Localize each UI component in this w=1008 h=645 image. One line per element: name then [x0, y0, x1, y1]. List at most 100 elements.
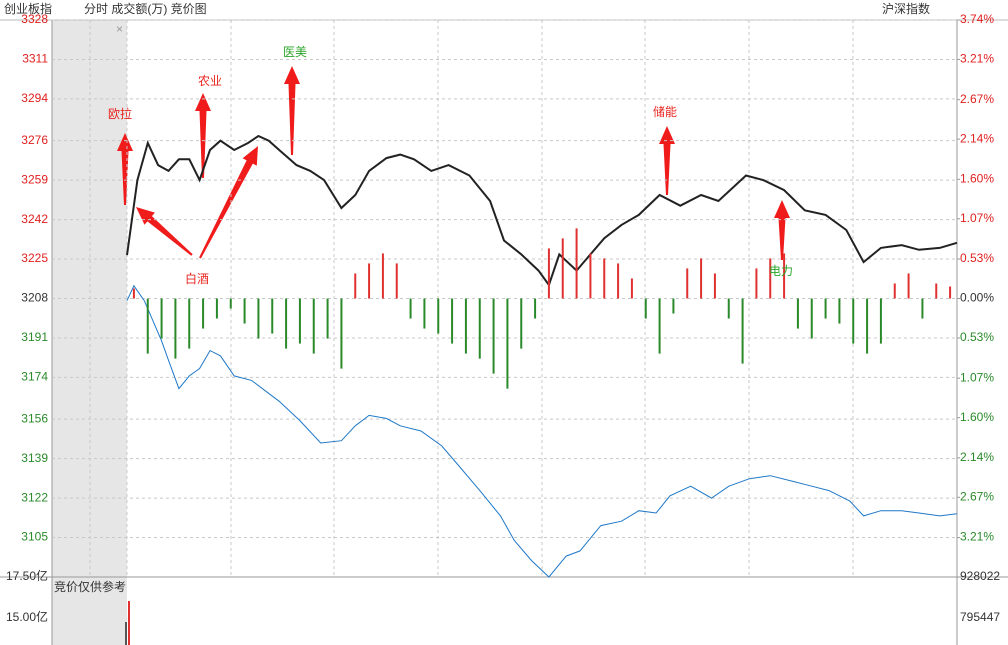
volume-bar — [423, 298, 426, 329]
volume-bar — [298, 298, 301, 344]
price-line — [126, 134, 958, 288]
y-tick-label: 3139 — [21, 451, 48, 465]
volume-bar — [547, 248, 550, 299]
arrows — [117, 66, 790, 260]
volume-bar — [783, 253, 786, 299]
volume-bar — [838, 298, 841, 324]
y2-tick-label: 3.74% — [960, 12, 994, 26]
volume-bar — [464, 298, 467, 354]
volume-bar — [534, 298, 537, 319]
volume-bar — [658, 298, 661, 354]
volume-bar — [589, 253, 592, 299]
y-tick-label: 3242 — [21, 212, 48, 226]
volume-bar — [492, 298, 495, 374]
y-tick-label: 3122 — [21, 490, 48, 504]
y-tick-label: 3105 — [21, 530, 48, 544]
volume-bar — [935, 283, 938, 299]
volume-bar — [907, 273, 910, 299]
volume-bar — [755, 268, 758, 299]
volume-bar — [312, 298, 315, 354]
y2-tick-label: 3.21% — [960, 530, 994, 544]
lower-note: 竞价仅供参考 — [54, 579, 126, 594]
y-tick-label: 3225 — [21, 251, 48, 265]
lower-left-top: 17.50亿 — [6, 568, 48, 583]
y-tick-label: 3156 — [21, 411, 48, 425]
volume-bar — [700, 258, 703, 299]
volume-bar — [644, 298, 647, 319]
y2-tick-label: 0.53% — [960, 251, 994, 265]
y2-tick-label: 2.67% — [960, 489, 994, 503]
y2-tick-label: 1.07% — [960, 211, 994, 225]
y-tick-label: 3328 — [21, 12, 48, 26]
volume-bar — [368, 263, 371, 299]
annotation: 白酒 — [185, 271, 209, 286]
volume-bar — [437, 298, 440, 334]
close-icon[interactable]: × — [116, 22, 123, 36]
volume-bar — [672, 298, 675, 314]
volume-bar — [146, 298, 149, 354]
volume-bar — [561, 238, 564, 299]
volume-bar — [160, 298, 163, 339]
y-tick-label: 3174 — [21, 370, 48, 384]
arrow — [117, 133, 133, 205]
auction-bar — [125, 622, 127, 645]
annotation: 农业 — [198, 74, 222, 88]
volume-bar — [921, 298, 924, 319]
y2-tick-label: 2.14% — [960, 131, 994, 145]
volume-bar — [395, 263, 398, 299]
y2-tick-label: 2.14% — [960, 450, 994, 464]
y2-tick-label: 1.60% — [960, 172, 994, 186]
modes[interactable]: 分时 成交额(万) 竞价图 — [84, 1, 207, 16]
lower-right-top: 928022 — [960, 569, 1000, 583]
y-tick-label: 3191 — [21, 330, 48, 344]
y2-tick-label: 0.53% — [960, 330, 994, 344]
volume-bar — [810, 298, 813, 339]
volume-bar — [215, 298, 218, 319]
arrow — [195, 93, 211, 178]
volume-bar — [796, 298, 799, 329]
volume-bar — [340, 298, 343, 369]
volume-bar — [132, 288, 135, 299]
volume-bar — [174, 298, 177, 359]
y-tick-label: 3311 — [22, 52, 48, 66]
y2-tick-label: 2.67% — [960, 92, 994, 106]
arrow — [774, 200, 790, 260]
y-tick-label: 3294 — [21, 91, 48, 105]
price-line — [126, 284, 958, 578]
volume-bar — [879, 298, 882, 344]
y-tick-label: 3259 — [21, 172, 48, 186]
y2-tick-label: 1.07% — [960, 370, 994, 384]
arrow — [199, 146, 258, 259]
annotation: 电力 — [769, 264, 793, 278]
arrow — [659, 126, 675, 195]
lower-left-bottom: 15.00亿 — [6, 609, 48, 624]
title: 创业板指 — [4, 1, 52, 16]
volume-bar — [575, 228, 578, 299]
volume-bar — [243, 298, 246, 324]
volume-bar — [478, 298, 481, 359]
volume-bar — [630, 278, 633, 299]
volume-bar — [852, 298, 855, 344]
y-tick-label: 3208 — [21, 291, 48, 305]
compare[interactable]: 沪深指数 — [882, 1, 930, 16]
volume-bar — [229, 298, 232, 309]
auction-bar — [128, 601, 130, 645]
volume-bar — [451, 298, 454, 344]
volume-bar — [769, 258, 772, 299]
y2-tick-label: 1.60% — [960, 410, 994, 424]
arrow — [136, 207, 193, 256]
y2-tick-label: 3.21% — [960, 52, 994, 66]
annotation: 欧拉 — [108, 106, 132, 121]
volume-bar — [686, 268, 689, 299]
volume-bar — [617, 263, 620, 299]
volume-bar — [824, 298, 827, 319]
volume-bar — [202, 298, 205, 329]
volume-bar — [381, 253, 384, 299]
volume-bar — [866, 298, 869, 354]
volume-bar — [603, 258, 606, 299]
volume-bar — [520, 298, 523, 349]
volume-bar — [727, 298, 730, 319]
arrow — [284, 66, 300, 155]
volume-bar — [271, 298, 274, 334]
